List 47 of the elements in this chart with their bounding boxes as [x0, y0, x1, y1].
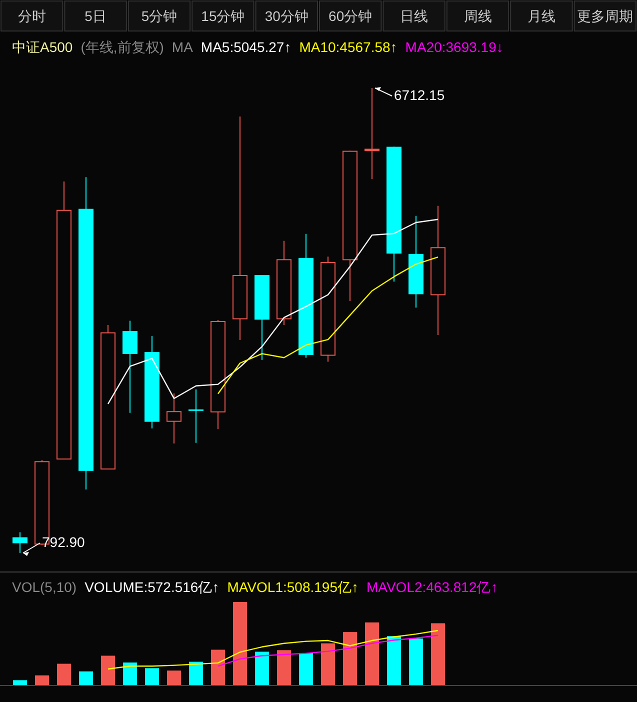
bar [387, 636, 401, 685]
chart-title: 中证A500 [12, 39, 73, 55]
bar [57, 664, 71, 685]
bar [343, 632, 357, 685]
legend-title: MA [172, 39, 194, 55]
bar [79, 671, 93, 685]
text: 更多周期 [577, 8, 634, 24]
text: MA10:4567.58↑ [299, 39, 398, 55]
candlestick [364, 88, 380, 180]
candlestick [12, 532, 28, 554]
annotation: 6712.15 [394, 87, 445, 103]
text: 周线 [464, 8, 492, 24]
candlestick [122, 320, 138, 414]
text: 5日 [84, 8, 106, 24]
bar [277, 650, 291, 685]
bar [167, 670, 181, 685]
annotation: 792.90 [42, 534, 86, 550]
chart-subtitle: (年线,前复权) [80, 39, 164, 55]
bar [255, 652, 269, 685]
bar [211, 650, 225, 685]
text: 15分钟 [201, 8, 245, 24]
text: VOLUME:572.516亿↑ [84, 579, 220, 595]
candlestick [166, 392, 182, 444]
chart-title: VOL(5,10) [12, 579, 77, 595]
text: 5分钟 [141, 8, 178, 24]
text: 60分钟 [328, 8, 372, 24]
candlestick [188, 388, 204, 444]
text: MAVOL2:463.812亿↑ [366, 579, 498, 595]
text: 月线 [527, 8, 556, 24]
bar [233, 602, 247, 685]
bar [321, 643, 335, 685]
bar [101, 656, 115, 685]
text: 分时 [18, 8, 46, 24]
bar [123, 662, 137, 685]
bar [431, 623, 445, 685]
bar [35, 675, 49, 685]
text: 30分钟 [264, 8, 308, 24]
bar [409, 638, 423, 685]
bar [299, 652, 313, 685]
bar [365, 622, 379, 685]
text: MA20:3693.19↓ [405, 39, 504, 55]
text: 日线 [400, 8, 428, 24]
text: MAVOL1:508.195亿↑ [227, 579, 358, 595]
bar [189, 662, 203, 685]
bar [145, 668, 159, 685]
text: MA5:5045.27↑ [200, 39, 292, 55]
bar [13, 680, 27, 685]
